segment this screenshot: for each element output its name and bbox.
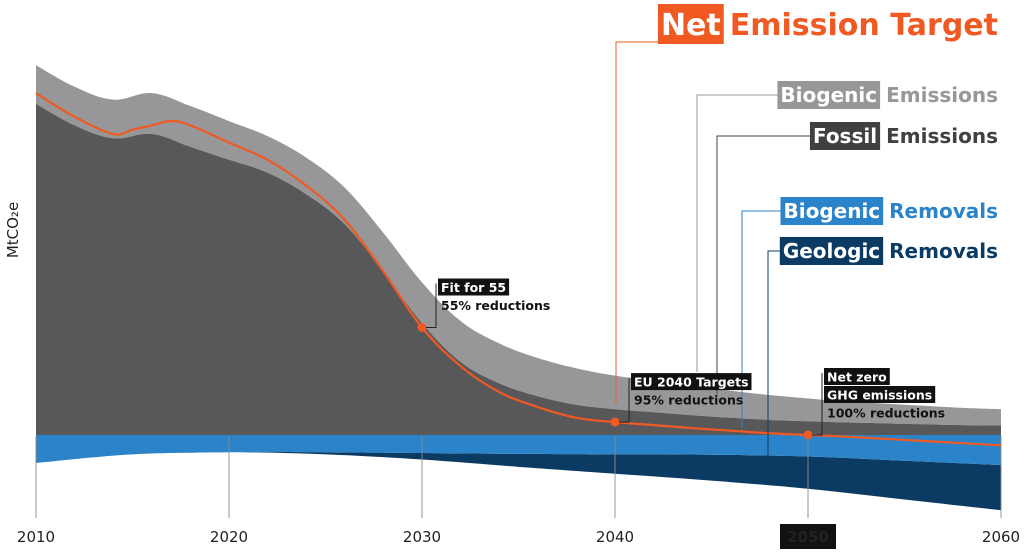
milestone-point-2030	[417, 323, 427, 332]
x-tick-2040: 2040	[596, 528, 634, 546]
y-axis-label: MtCO₂e	[4, 202, 22, 258]
annotation-text-2040-0: EU 2040 Targets	[634, 375, 749, 390]
net-line-group	[35, 92, 1002, 447]
legend-net-box-text: Net	[661, 8, 721, 43]
legend-geo_rm-box-text: Geologic	[783, 239, 880, 263]
x-tick-highlight-box	[780, 524, 836, 549]
legend-bio_em-box	[777, 81, 881, 109]
annotation-text-2050-2: 100% reductions	[827, 406, 945, 421]
legend-leader-geo_rm	[767, 250, 780, 455]
legend-leader-lines	[615, 41, 810, 455]
area-geologic-removals	[36, 451, 1001, 511]
milestone-point-2050	[803, 430, 813, 440]
legend-fos_em-rest: Emissions	[886, 124, 998, 148]
legend-geo_rm-box	[779, 237, 884, 265]
annotation-text-2030-1: 55% reductions	[441, 298, 550, 313]
annotation-text-2040-1: 95% reductions	[634, 393, 743, 408]
annotation-text-2030-0: Fit for 55	[441, 280, 506, 295]
legend-bio_rm-box-text: Biogenic	[783, 199, 880, 223]
annotation-box-2050-1	[824, 386, 936, 403]
legend-fos_em-box-text: Fossil	[813, 124, 877, 148]
gridlines	[35, 436, 1002, 518]
annotation-leader-2040	[619, 378, 630, 423]
annotation-text-2050-1: GHG emissions	[827, 388, 932, 403]
legend-fos_em-box	[809, 122, 881, 150]
annotation-leader-2050	[812, 373, 823, 436]
annotations: Fit for 55 55% reductions EU 2040 Targets 9…	[417, 278, 945, 440]
chart-areas	[36, 65, 1001, 511]
x-tick-2020: 2020	[210, 528, 248, 546]
x-tick-2050: 2050	[787, 528, 829, 546]
area-biogenic-removals	[36, 435, 1001, 466]
legend-bio_em-rest: Emissions	[886, 83, 998, 107]
x-tick-2010: 2010	[17, 528, 55, 546]
area-fossil-emissions	[36, 103, 1001, 436]
annotation-box-2040-0	[631, 373, 752, 391]
legend-leader-bio_rm	[741, 210, 781, 428]
x-tick-2030: 2030	[403, 528, 441, 546]
legend-leader-net	[615, 41, 658, 404]
net-emission-line	[35, 92, 1002, 447]
legend-bio_rm-rest: Removals	[889, 199, 998, 223]
legend-leader-fos_em	[716, 135, 810, 394]
legend-bio_em-box-text: Biogenic	[780, 83, 877, 107]
annotation-text-2050-0: Net zero	[827, 370, 887, 385]
legend: Emission Target Net Emissions Biogenic Emiss…	[657, 4, 998, 265]
annotation-box-2030-0	[438, 278, 510, 296]
milestone-point-2040	[610, 417, 620, 427]
legend-net-rest: Emission Target	[730, 8, 998, 43]
legend-net-box	[657, 4, 724, 44]
annotation-leader-2030	[426, 283, 437, 328]
legend-geo_rm-rest: Removals	[889, 239, 998, 263]
x-tick-2060: 2060	[982, 528, 1020, 546]
legend-leader-bio_em	[696, 94, 778, 372]
area-biogenic-emissions	[36, 65, 1001, 426]
annotation-box-2050-0	[824, 368, 890, 385]
legend-bio_rm-box	[780, 197, 884, 225]
x-axis-ticks: 2010 2020 2030 2040 2050 2060	[17, 524, 1020, 549]
